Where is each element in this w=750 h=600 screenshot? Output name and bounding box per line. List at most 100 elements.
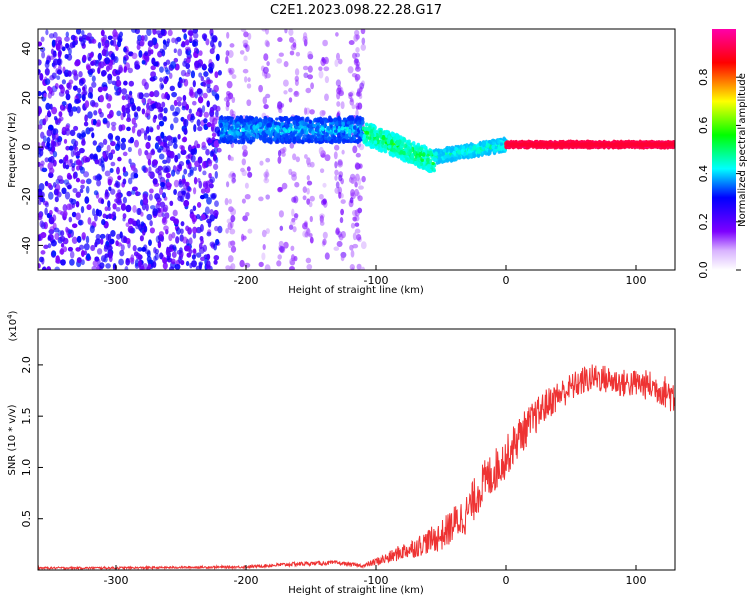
heatmap-cell — [210, 32, 214, 41]
heatmap-cell — [258, 84, 263, 93]
heatmap-cell — [177, 133, 181, 140]
heatmap-cell — [309, 109, 315, 115]
heatmap-cell — [277, 149, 282, 157]
heatmap-cell — [188, 108, 192, 114]
heatmap-cell — [97, 52, 102, 61]
heatmap-cell — [392, 136, 397, 142]
heatmap-cell — [228, 198, 232, 205]
heatmap-cell — [213, 84, 219, 93]
heatmap-cell — [361, 175, 366, 183]
heatmap-cell — [302, 195, 307, 201]
heatmap-cell — [166, 135, 173, 141]
heatmap-cell — [241, 198, 246, 204]
heatmap-cell — [122, 56, 127, 65]
heatmap-cell — [335, 181, 340, 189]
heatmap-cell — [336, 132, 341, 139]
heatmap-cell — [250, 129, 255, 134]
heatmap-cell — [102, 117, 108, 124]
heatmap-cell — [182, 236, 188, 244]
heatmap-cell — [225, 265, 231, 270]
heatmap-cell — [340, 193, 344, 199]
heatmap-cell — [171, 37, 176, 44]
heatmap-cell — [324, 76, 330, 84]
heatmap-cell — [60, 230, 65, 237]
heatmap-cell — [226, 91, 231, 96]
heatmap-cell — [263, 177, 270, 184]
heatmap-cell — [183, 168, 188, 175]
heatmap-cell — [242, 151, 248, 158]
heatmap-cell — [168, 233, 173, 242]
heatmap-cell — [329, 131, 334, 135]
heatmap-cell — [295, 156, 301, 163]
heatmap-cell — [316, 121, 321, 127]
heatmap-cell — [76, 257, 82, 264]
colorbar-tick-label: 0.0 — [697, 261, 710, 279]
heatmap-cell — [217, 69, 222, 76]
heatmap-cell — [60, 104, 64, 110]
heatmap-cell — [52, 214, 57, 222]
heatmap-cell — [219, 122, 223, 128]
heatmap-cell — [117, 40, 122, 48]
heatmap-cell — [80, 184, 85, 190]
heatmap-cell — [486, 142, 490, 149]
heatmap-cell — [204, 206, 210, 215]
heatmap-cell — [356, 121, 360, 127]
heatmap-cell — [200, 213, 206, 221]
heatmap-cell — [99, 238, 104, 245]
heatmap-cell — [416, 161, 421, 168]
heatmap-cell — [277, 156, 282, 164]
y-tick-label: 0.5 — [20, 510, 33, 528]
heatmap-cell — [338, 117, 342, 122]
heatmap-cell — [79, 188, 84, 194]
heatmap-cell — [47, 243, 52, 249]
heatmap-cell — [229, 134, 233, 140]
heatmap-cell — [321, 240, 326, 247]
heatmap-cell — [465, 155, 469, 159]
heatmap-cell — [266, 123, 270, 128]
heatmap-cell — [457, 149, 461, 155]
heatmap-cell — [472, 145, 476, 151]
heatmap-cell — [196, 119, 201, 127]
heatmap-cell — [225, 100, 230, 108]
heatmap-cell — [214, 225, 219, 232]
heatmap-cell — [120, 137, 127, 143]
heatmap-cell — [106, 120, 110, 129]
heatmap-cell — [211, 132, 217, 138]
heatmap-cell — [92, 140, 98, 146]
heatmap-cell — [138, 224, 143, 231]
heatmap-frame — [37, 28, 676, 271]
heatmap-cell — [112, 39, 117, 47]
heatmap-cell — [502, 136, 506, 142]
heatmap-cell — [367, 136, 372, 140]
heatmap-cell — [67, 246, 73, 252]
heatmap-cell — [443, 155, 447, 160]
heatmap-cell — [70, 198, 77, 205]
heatmap-cell — [420, 158, 425, 163]
heatmap-cell — [110, 188, 116, 195]
heatmap-cell — [236, 130, 240, 136]
heatmap-cell — [202, 79, 207, 88]
heatmap-cell — [492, 141, 496, 146]
heatmap-cell — [460, 149, 464, 155]
heatmap-cell — [176, 96, 183, 102]
heatmap-cell — [307, 138, 311, 144]
heatmap-cell — [78, 79, 84, 86]
heatmap-cell — [185, 39, 190, 46]
heatmap-cell — [446, 153, 451, 160]
heatmap-cell — [189, 208, 194, 215]
heatmap-cell — [177, 101, 182, 107]
heatmap-cell — [291, 217, 296, 223]
heatmap-cell — [206, 139, 213, 144]
heatmap-cell — [318, 70, 324, 79]
heatmap-cell — [170, 258, 176, 265]
heatmap-cell — [57, 209, 63, 215]
heatmap-cell — [226, 31, 230, 39]
heatmap-cell — [288, 224, 294, 230]
heatmap-cell — [288, 168, 293, 176]
colorbar-tick-label: 0.2 — [697, 213, 710, 231]
heatmap-cell — [145, 126, 150, 134]
heatmap-cell — [59, 247, 65, 255]
heatmap-cell — [315, 118, 319, 123]
heatmap-cell — [396, 155, 401, 159]
heatmap-cell — [97, 174, 103, 181]
